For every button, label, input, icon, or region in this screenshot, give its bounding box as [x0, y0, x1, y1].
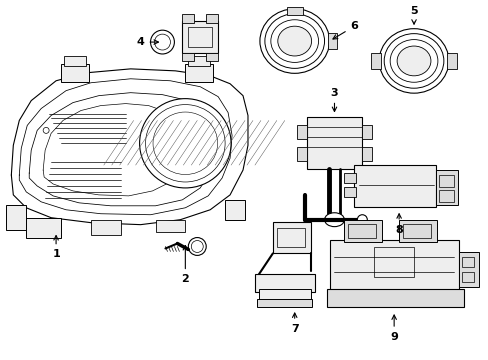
Bar [182, 21, 218, 53]
Bar [398, 220, 436, 242]
Text: 2: 2 [181, 246, 189, 284]
Bar [354, 165, 435, 207]
Ellipse shape [396, 46, 430, 76]
Bar [182, 14, 194, 23]
Ellipse shape [379, 29, 448, 93]
Bar [344, 187, 356, 197]
Bar [362, 125, 371, 139]
Text: 4: 4 [136, 37, 158, 47]
Bar [61, 64, 89, 82]
Bar [306, 117, 362, 169]
Bar [254, 274, 314, 292]
Text: 5: 5 [409, 6, 417, 24]
Bar [347, 224, 375, 238]
Ellipse shape [43, 127, 49, 133]
Bar [344, 220, 382, 242]
Bar [91, 220, 121, 235]
Bar [461, 257, 473, 267]
Ellipse shape [324, 213, 344, 227]
Bar [276, 228, 304, 247]
Bar [326, 289, 463, 307]
Bar [6, 205, 26, 230]
Bar [286, 7, 302, 15]
Bar [258, 289, 310, 301]
Text: 7: 7 [290, 313, 298, 334]
Bar [188, 27, 212, 47]
Bar [224, 200, 244, 220]
Bar [370, 53, 381, 69]
Bar [373, 247, 413, 277]
Bar [438, 190, 453, 202]
Text: 1: 1 [52, 235, 60, 260]
Bar [461, 272, 473, 282]
Text: 6: 6 [332, 21, 358, 39]
Ellipse shape [139, 99, 231, 188]
Ellipse shape [277, 26, 311, 56]
Bar [155, 220, 185, 231]
Bar [296, 125, 306, 139]
Text: 3: 3 [330, 88, 338, 112]
Bar [26, 218, 61, 238]
Bar [435, 170, 457, 205]
Ellipse shape [188, 238, 206, 255]
Bar [272, 222, 310, 253]
Text: 8: 8 [394, 214, 402, 235]
Bar [182, 53, 194, 61]
Bar [296, 147, 306, 161]
Bar [206, 14, 218, 23]
Bar [458, 252, 478, 287]
Bar [344, 173, 356, 183]
Bar [256, 299, 311, 307]
Bar [206, 53, 218, 61]
Bar [64, 56, 86, 66]
Bar [362, 147, 371, 161]
Polygon shape [11, 69, 247, 225]
Bar [438, 175, 453, 187]
Ellipse shape [260, 9, 329, 73]
Bar [327, 33, 337, 49]
Bar [402, 224, 430, 238]
Bar [329, 239, 458, 291]
Text: 9: 9 [389, 315, 397, 342]
Ellipse shape [357, 215, 366, 225]
Ellipse shape [150, 30, 174, 54]
Bar [446, 53, 456, 69]
Bar [188, 56, 210, 66]
Bar [185, 64, 213, 82]
